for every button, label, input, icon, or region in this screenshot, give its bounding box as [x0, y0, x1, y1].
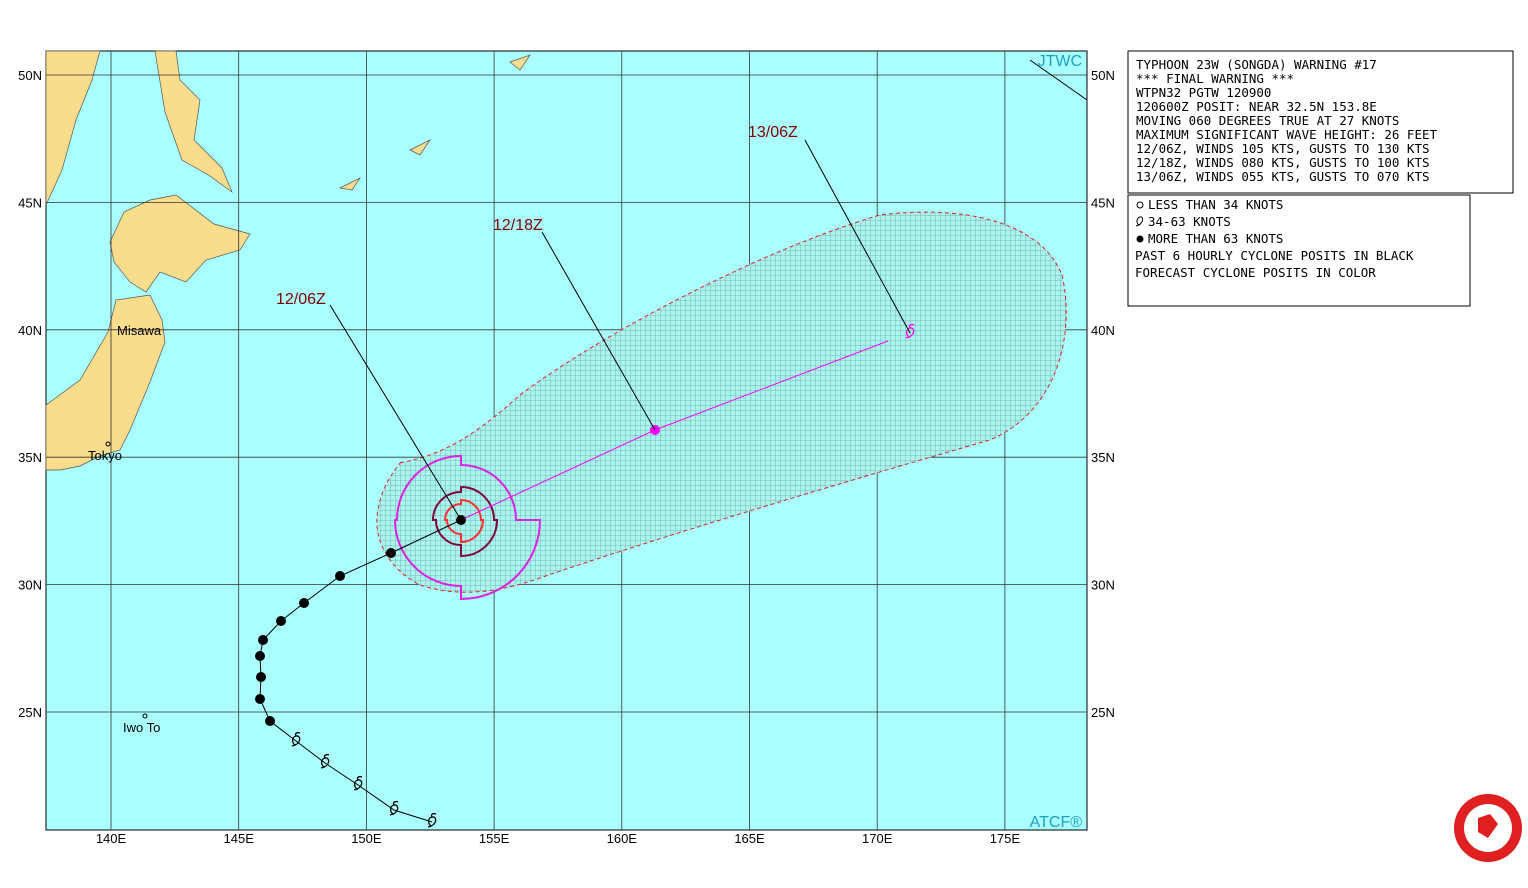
lat-label: 50N: [1091, 68, 1115, 83]
lon-label: 160E: [607, 831, 638, 846]
warning-box: [1127, 50, 1514, 194]
place-label: Misawa: [117, 323, 162, 338]
storm-symbol: [320, 753, 330, 769]
wind-radius: [431, 485, 499, 558]
forecast-position: [905, 323, 915, 339]
past-position: [299, 598, 309, 608]
warning-line: 12/06Z, WINDS 105 KTS, GUSTS TO 130 KTS: [1136, 141, 1430, 156]
legend-entry: LESS THAN 34 KNOTS: [1148, 197, 1283, 212]
past-position: [335, 571, 345, 581]
past-position: [256, 672, 266, 682]
storm-symbol: [291, 731, 301, 747]
wind-radii: [393, 454, 542, 601]
forecast-label: 12/06Z: [276, 291, 326, 308]
warning-line: MOVING 060 DEGREES TRUE AT 27 KNOTS: [1136, 113, 1399, 128]
logo: [1454, 794, 1522, 862]
storm-symbol: [427, 812, 437, 828]
legend-entry: 34-63 KNOTS: [1148, 214, 1231, 229]
lat-label: 40N: [1091, 323, 1115, 338]
lat-label: 25N: [18, 705, 42, 720]
past-position: [386, 548, 396, 558]
lat-label: 50N: [18, 68, 42, 83]
forecast-label: 12/18Z: [493, 217, 543, 234]
legend-entry: FORECAST CYCLONE POSITS IN COLOR: [1135, 265, 1376, 280]
lon-label: 150E: [351, 831, 382, 846]
wind-radius: [393, 454, 542, 601]
warning-line: 120600Z POSIT: NEAR 32.5N 153.8E: [1136, 99, 1377, 114]
wind-radius: [443, 498, 485, 544]
label-leaders: [329, 139, 911, 521]
credit: JTWC: [1038, 53, 1082, 70]
lat-label: 45N: [1091, 195, 1115, 210]
lon-label: 170E: [862, 831, 893, 846]
land: [45, 50, 531, 471]
place-marker: [105, 441, 111, 447]
warning-line: MAXIMUM SIGNIFICANT WAVE HEIGHT: 26 FEET: [1136, 127, 1437, 142]
past-position: [265, 716, 275, 726]
legend-symbol: [1135, 216, 1144, 227]
past-position: [276, 616, 286, 626]
lon-label: 140E: [96, 831, 127, 846]
warning-line: *** FINAL WARNING ***: [1136, 71, 1294, 86]
lat-label: 30N: [18, 578, 42, 593]
place-marker: [142, 713, 148, 719]
track-points: [255, 323, 915, 828]
forecast-label: 13/06Z: [748, 124, 798, 141]
lat-label: 35N: [18, 450, 42, 465]
axis-labels: 140E 145E 150E 155E 160E 165E 170E 175E 50N 50N 45…: [18, 68, 1115, 846]
lat-label: 30N: [1091, 578, 1115, 593]
lat-label: 45N: [18, 195, 42, 210]
lat-label: 25N: [1091, 705, 1115, 720]
lon-label: 155E: [479, 831, 510, 846]
legend-symbol: [1136, 201, 1144, 209]
legend: LESS THAN 34 KNOTS 34-63 KNOTS MORE THAN 6…: [1135, 197, 1414, 280]
warning-line: TYPHOON 23W (SONGDA) WARNING #17: [1136, 57, 1377, 72]
past-position: [255, 651, 265, 661]
warning-line: 13/06Z, WINDS 055 KTS, GUSTS TO 070 KTS: [1136, 169, 1430, 184]
storm-symbol: [389, 800, 399, 816]
warning-line: 12/18Z, WINDS 080 KTS, GUSTS TO 100 KTS: [1136, 155, 1430, 170]
place-label: Iwo To: [123, 720, 160, 735]
lon-label: 175E: [990, 831, 1021, 846]
past-position: [255, 694, 265, 704]
warning-text: TYPHOON 23W (SONGDA) WARNING #17*** FINA…: [1136, 57, 1437, 184]
lon-label: 165E: [734, 831, 765, 846]
legend-symbol: [1136, 235, 1144, 243]
forecast-cone: [376, 211, 1067, 593]
credit: ATCF®: [1030, 814, 1083, 831]
boundary-line: [1029, 59, 1088, 101]
past-position: [258, 635, 268, 645]
lon-label: 145E: [224, 831, 255, 846]
lat-label: 40N: [18, 323, 42, 338]
legend-entry: PAST 6 HOURLY CYCLONE POSITS IN BLACK: [1135, 248, 1414, 263]
place-label: Tokyo: [88, 448, 122, 463]
forecast-labels: 12/06Z 12/18Z 13/06Z: [276, 124, 798, 308]
storm-symbol: [353, 775, 363, 791]
legend-box: [1127, 194, 1471, 307]
lat-label: 35N: [1091, 450, 1115, 465]
legend-entry: MORE THAN 63 KNOTS: [1148, 231, 1283, 246]
warning-line: WTPN32 PGTW 120900: [1136, 85, 1271, 100]
